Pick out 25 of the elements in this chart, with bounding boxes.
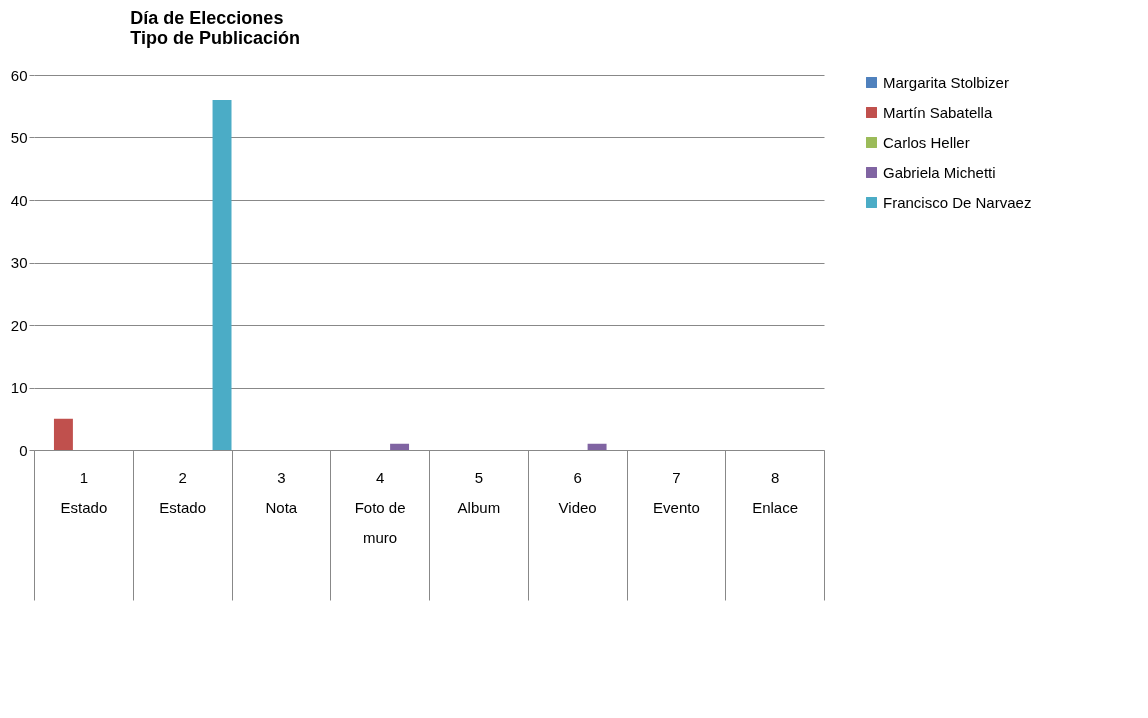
y-tick-label: 60 — [10, 66, 28, 84]
legend-label: Gabriela Michetti — [883, 163, 996, 181]
x-tick-label: 3 Nota — [265, 468, 298, 516]
y-tick-label: 20 — [10, 316, 28, 334]
x-tick-label: 4 Foto de muro — [354, 468, 406, 546]
bar — [53, 418, 73, 450]
y-tick-label: 10 — [10, 379, 28, 396]
y-tick-label: 0 — [19, 441, 28, 459]
chart-title: Día de Elecciones Tipo de Publicación — [130, 8, 301, 48]
legend-label: Martín Sabatella — [883, 103, 993, 121]
y-tick-label: 40 — [10, 191, 28, 209]
bar — [390, 443, 410, 450]
y-tick-label: 50 — [10, 129, 28, 146]
x-tick-label: 5 Album — [457, 468, 501, 516]
bar — [587, 443, 607, 450]
legend-label: Carlos Heller — [883, 133, 970, 151]
legend-label: Margarita Stolbizer — [883, 73, 1009, 91]
bar — [212, 100, 232, 450]
x-tick-label: 6 Video — [558, 468, 597, 516]
x-tick-label: 8 Enlace — [752, 468, 799, 516]
y-tick-label: 30 — [10, 254, 28, 271]
x-tick-label: 1 Estado — [60, 468, 108, 516]
x-tick-label: 7 Evento — [653, 468, 700, 516]
legend-label: Francisco De Narvaez — [883, 193, 1032, 211]
x-tick-label: 2 Estado — [159, 468, 206, 516]
